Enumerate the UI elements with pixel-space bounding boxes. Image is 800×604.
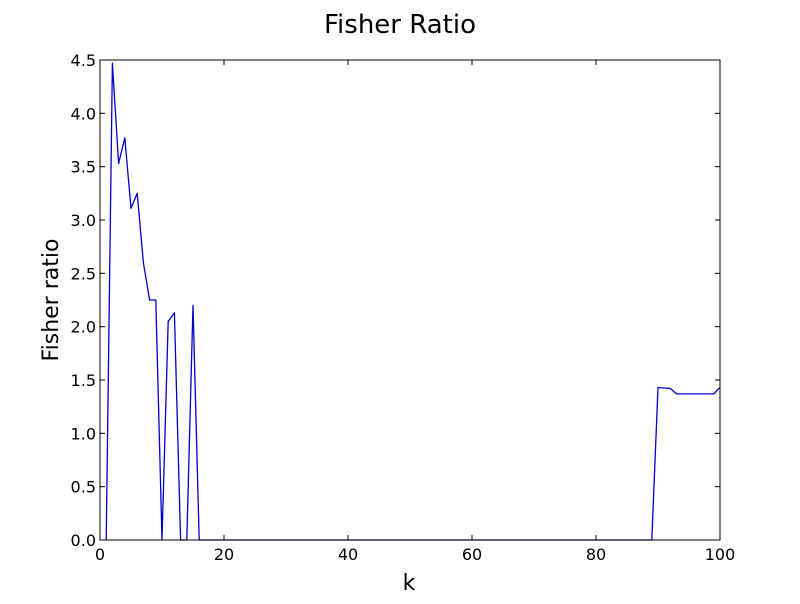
y-tick-label: 1.0 bbox=[71, 424, 96, 443]
y-tick-label: 3.5 bbox=[71, 158, 96, 177]
plot-area bbox=[99, 59, 721, 541]
y-tick-label: 1.5 bbox=[71, 371, 96, 390]
x-tick-label: 0 bbox=[95, 545, 105, 564]
x-tick-label: 40 bbox=[338, 545, 358, 564]
y-tick-label: 2.0 bbox=[71, 318, 96, 337]
y-axis-label: Fisher ratio bbox=[39, 239, 64, 362]
x-axis: 0 20 40 60 80 100 bbox=[95, 60, 735, 564]
x-tick-label: 100 bbox=[705, 545, 736, 564]
y-axis: 0.0 0.5 1.0 1.5 2.0 2.5 3.0 3.5 4.0 4.5 bbox=[71, 51, 720, 550]
y-tick-label: 4.5 bbox=[71, 51, 96, 70]
x-tick-label: 20 bbox=[214, 545, 234, 564]
chart-title: Fisher Ratio bbox=[324, 10, 476, 40]
x-tick-label: 80 bbox=[586, 545, 606, 564]
y-tick-label: 3.0 bbox=[71, 211, 96, 230]
plot-frame bbox=[99, 59, 721, 541]
y-tick-label: 2.5 bbox=[71, 264, 96, 283]
y-tick-label: 0.5 bbox=[71, 478, 96, 497]
x-axis-label: k bbox=[403, 571, 416, 596]
y-tick-label: 0.0 bbox=[71, 531, 96, 550]
y-tick-label: 4.0 bbox=[71, 104, 96, 123]
x-tick-label: 60 bbox=[462, 545, 482, 564]
